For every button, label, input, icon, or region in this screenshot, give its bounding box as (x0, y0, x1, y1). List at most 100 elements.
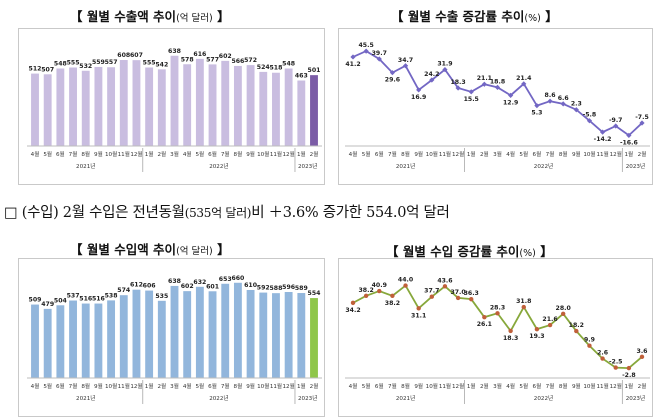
export-amount-bar (272, 72, 280, 146)
export-growth-value-label: 45.5 (358, 42, 373, 49)
export-growth-value-label: 18.8 (490, 78, 505, 85)
import-growth-svg: 34.238.240.938.244.031.137.743.637.036.3… (345, 277, 650, 404)
import-amount-title: 【 월별 수입액 추이(억 달러) 】 (70, 242, 230, 257)
export-growth-point (573, 107, 579, 113)
export-growth-value-label: 41.2 (345, 61, 360, 68)
import-growth-value-label: 40.9 (372, 282, 387, 289)
export-growth-tick-label: 5월 (519, 150, 528, 158)
export-amount-value-label: 559 (92, 59, 105, 66)
import-amount-value-label: 638 (168, 278, 181, 285)
export-amount-bar (170, 55, 179, 146)
import-growth-point (482, 314, 487, 320)
import-growth-tick-label: 8월 (401, 382, 410, 390)
import-amount-bar (157, 300, 166, 378)
import-growth-tick-label: 1월 (467, 382, 476, 390)
import-amount-tick-label: 12월 (283, 382, 295, 390)
import-amount-bar (119, 295, 128, 378)
import-growth-point (626, 365, 632, 371)
export-growth-year-label: 2022년 (534, 162, 553, 170)
import-amount-tick-label: 8월 (234, 382, 243, 390)
export-growth-value-label: 15.5 (464, 96, 479, 103)
import-amount-tick-label: 4월 (31, 382, 40, 390)
import-amount-tick-label: 10월 (105, 382, 117, 390)
export-amount-bar (107, 67, 116, 146)
export-growth-tick-label: 10월 (583, 150, 595, 158)
export-amount-value-label: 578 (181, 56, 194, 63)
export-growth-point (560, 101, 566, 107)
export-growth-tick-label: 2월 (480, 150, 489, 158)
export-growth-value-label: -14.2 (594, 136, 612, 143)
import-amount-value-label: 601 (206, 283, 219, 290)
export-amount-bar (145, 67, 154, 146)
import-amount-value-label: 535 (155, 293, 168, 300)
export-growth-chart: 41.2 45.5 39.7 29.6 34.7 16.9 24.2 31.9 18.3 15.5… (338, 28, 653, 185)
import-amount-bar (221, 283, 230, 378)
import-growth-tick-label: 12월 (452, 382, 464, 390)
export-growth-value-label: 21.1 (477, 75, 492, 82)
import-amount-bar (259, 292, 268, 378)
export-amount-value-label: 548 (282, 60, 295, 67)
import-amount-value-label: 592 (257, 285, 270, 292)
import-amount-tick-label: 6월 (208, 382, 217, 390)
export-growth-value-label: -5.8 (583, 112, 597, 119)
import-amount-bar (107, 300, 116, 378)
export-growth-point (494, 84, 501, 90)
import-amount-value-label: 588 (269, 285, 282, 292)
import-growth-tick-label: 9월 (572, 382, 581, 390)
import-amount-tick-label: 9월 (246, 382, 255, 390)
import-amount-bar (145, 290, 154, 378)
import-amount-bar (195, 286, 204, 378)
export-growth-tick-label: 9월 (572, 150, 581, 158)
export-amount-bar (69, 67, 77, 146)
import-amount-year-label: 2023년 (298, 394, 317, 402)
import-amount-tick-label: 11월 (270, 382, 282, 390)
import-growth-value-label: 36.3 (464, 290, 479, 297)
import-growth-value-label: 37.7 (424, 288, 439, 295)
import-growth-value-label: 37.0 (450, 289, 466, 296)
export-amount-tick-label: 4월 (31, 150, 40, 158)
export-amount-bar (94, 66, 103, 146)
import-amount-value-label: 606 (143, 283, 156, 290)
import-growth-tick-label: 1월 (625, 382, 634, 390)
import-amount-value-label: 509 (29, 297, 42, 304)
export-growth-value-label: 5.3 (531, 110, 542, 117)
export-growth-tick-label: 6월 (375, 150, 384, 158)
import-amount-bar (284, 292, 293, 378)
export-growth-tick-label: 4월 (349, 150, 358, 158)
import-amount-bar (94, 303, 103, 378)
import-amount-value-label: 574 (117, 287, 131, 294)
export-growth-value-label: 12.9 (503, 99, 518, 106)
import-amount-bar (43, 308, 52, 378)
export-amount-tick-label: 6월 (56, 150, 65, 158)
import-amount-tick-label: 2월 (310, 382, 319, 390)
import-amount-bar (69, 300, 77, 378)
export-amount-value-label: 555 (143, 60, 156, 67)
export-growth-value-label: 34.7 (398, 57, 413, 64)
export-growth-point (639, 120, 645, 126)
import-growth-point (429, 294, 435, 299)
import-growth-value-label: 28.3 (490, 304, 505, 311)
export-growth-tick-label: 12월 (452, 150, 464, 158)
export-amount-value-label: 548 (54, 60, 67, 67)
export-amount-tick-label: 9월 (94, 150, 103, 158)
import-growth-value-label: 26.1 (477, 321, 492, 328)
import-amount-value-label: 516 (92, 296, 105, 303)
export-growth-tick-label: 2월 (638, 150, 647, 158)
export-amount-tick-label: 7월 (69, 150, 78, 158)
export-amount-bar (56, 68, 65, 146)
import-growth-tick-label: 6월 (375, 382, 384, 390)
export-growth-tick-label: 3월 (493, 150, 502, 158)
import-growth-point (350, 300, 356, 306)
import-growth-point (574, 328, 579, 334)
export-amount-value-label: 507 (41, 66, 54, 73)
import-growth-value-label: -2.8 (622, 372, 636, 379)
import-amount-tick-label: 1월 (297, 382, 306, 390)
import-growth-tick-label: 2월 (480, 382, 489, 390)
export-amount-tick-label: 3월 (170, 150, 179, 158)
export-amount-year-label: 2021년 (76, 162, 95, 170)
export-growth-value-label: 8.6 (545, 92, 556, 99)
export-amount-tick-label: 12월 (130, 150, 142, 158)
import-growth-value-label: 3.6 (637, 348, 648, 355)
import-growth-tick-label: 4월 (506, 382, 515, 390)
import-growth-year-label: 2023년 (626, 394, 645, 402)
